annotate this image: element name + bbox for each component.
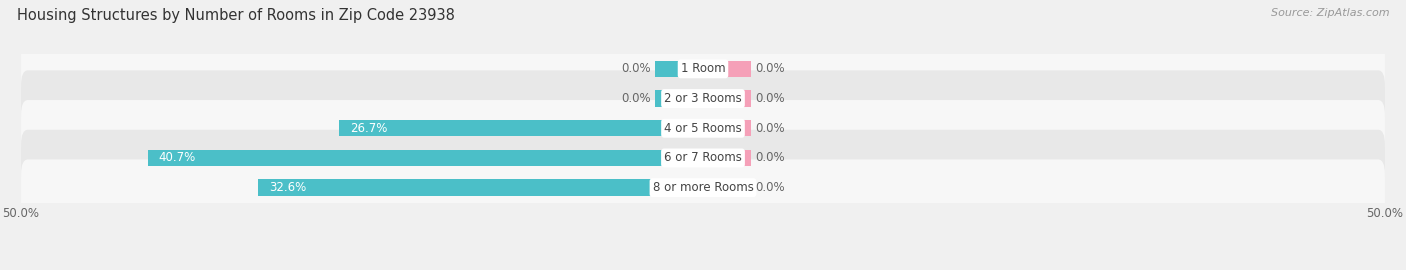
FancyBboxPatch shape — [21, 100, 1385, 157]
Text: 0.0%: 0.0% — [621, 62, 651, 75]
Bar — [703, 61, 751, 77]
Bar — [655, 61, 703, 77]
Text: 0.0%: 0.0% — [755, 92, 785, 105]
Bar — [703, 150, 751, 166]
FancyBboxPatch shape — [21, 130, 1385, 186]
Text: 32.6%: 32.6% — [270, 181, 307, 194]
Text: 2 or 3 Rooms: 2 or 3 Rooms — [664, 92, 742, 105]
Bar — [703, 120, 751, 136]
Text: Housing Structures by Number of Rooms in Zip Code 23938: Housing Structures by Number of Rooms in… — [17, 8, 454, 23]
Bar — [148, 150, 703, 166]
Text: 26.7%: 26.7% — [350, 122, 387, 135]
FancyBboxPatch shape — [21, 40, 1385, 97]
Text: 0.0%: 0.0% — [621, 92, 651, 105]
Text: 4 or 5 Rooms: 4 or 5 Rooms — [664, 122, 742, 135]
Text: 0.0%: 0.0% — [755, 181, 785, 194]
Text: 40.7%: 40.7% — [159, 151, 195, 164]
Text: 1 Room: 1 Room — [681, 62, 725, 75]
Text: 6 or 7 Rooms: 6 or 7 Rooms — [664, 151, 742, 164]
FancyBboxPatch shape — [21, 159, 1385, 216]
Bar — [703, 90, 751, 107]
Text: Source: ZipAtlas.com: Source: ZipAtlas.com — [1271, 8, 1389, 18]
Text: 8 or more Rooms: 8 or more Rooms — [652, 181, 754, 194]
Bar — [655, 90, 703, 107]
Text: 0.0%: 0.0% — [755, 151, 785, 164]
Text: 0.0%: 0.0% — [755, 62, 785, 75]
Bar — [259, 180, 703, 196]
Bar — [339, 120, 703, 136]
Bar — [703, 180, 751, 196]
FancyBboxPatch shape — [21, 70, 1385, 127]
Text: 0.0%: 0.0% — [755, 122, 785, 135]
Legend: Owner-occupied, Renter-occupied: Owner-occupied, Renter-occupied — [578, 266, 828, 270]
